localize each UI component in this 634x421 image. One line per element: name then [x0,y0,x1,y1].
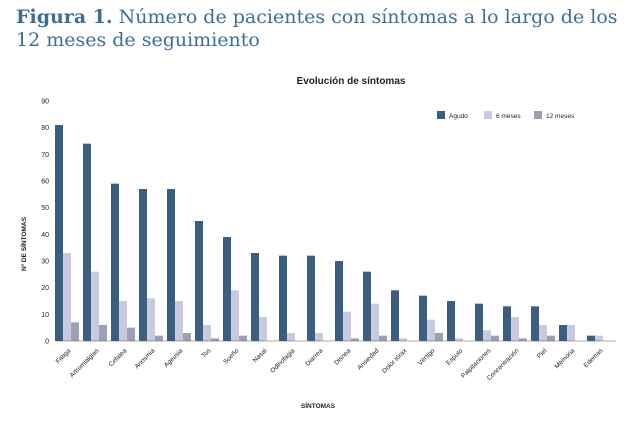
x-tick-label: Diarrea [304,347,324,367]
bar-agudo [167,189,175,341]
bar-6-meses [231,290,239,341]
x-tick-label: Edemas [583,347,605,369]
bar-agudo [531,306,539,341]
bar-agudo [83,143,91,341]
x-tick-label: Artromialgias [69,347,101,379]
x-tick-label: Disnea [333,347,353,367]
bar-6-meses [287,333,295,341]
bar-agudo [475,303,483,341]
bar-6-meses [539,325,547,341]
x-tick-label: Piel [536,347,549,360]
bar-agudo [55,125,63,341]
bar-6-meses [343,311,351,341]
x-tick-label: Cefalea [108,347,129,368]
bar-12-meses [547,335,555,341]
bar-agudo [587,335,595,341]
x-tick-label: Fatiga [55,347,73,365]
bar-agudo [447,301,455,341]
x-tick-label: Odinofagia [269,347,296,374]
x-tick-label: Nasal [252,347,269,364]
bar-6-meses [63,253,71,341]
bar-agudo [251,253,259,341]
bar-6-meses [455,338,463,341]
bar-agudo [363,271,371,341]
legend-swatch [534,111,542,119]
bar-6-meses [175,301,183,341]
x-tick-label: Ansiedad [356,347,380,371]
figure-caption: Número de pacientes con síntomas a lo la… [16,6,618,51]
bar-agudo [111,183,119,341]
x-tick-label: Esputo [445,347,465,367]
bar-agudo [559,325,567,341]
bar-12-meses [351,338,359,341]
bar-agudo [195,221,203,341]
legend-label: Agudo [449,113,468,120]
y-tick-label: 20 [41,285,49,292]
bar-12-meses [435,333,443,341]
y-tick-label: 60 [41,179,49,186]
bar-6-meses [511,317,519,341]
bar-12-meses [239,335,247,341]
y-tick-label: 30 [41,259,49,266]
figure-label: Figura 1. [16,6,113,28]
bar-6-meses [427,319,435,341]
bar-agudo [139,189,147,341]
bar-12-meses [211,338,219,341]
y-tick-label: 70 [41,152,49,159]
bar-12-meses [127,327,135,341]
bar-6-meses [259,317,267,341]
bar-12-meses [183,333,191,341]
x-tick-label: Memoria [554,347,577,370]
x-tick-label: Dolor tórax [381,347,409,375]
y-tick-label: 40 [41,232,49,239]
bar-12-meses [379,335,387,341]
y-tick-label: 50 [41,205,49,212]
bar-12-meses [519,338,527,341]
bar-6-meses [91,271,99,341]
bar-agudo [419,295,427,341]
x-tick-label: Tos [200,347,213,360]
y-tick-label: 0 [45,339,49,346]
bar-12-meses [155,335,163,341]
x-axis-label: SÍNTOMAS [301,401,336,410]
y-tick-label: 10 [41,312,49,319]
legend-label: 12 meses [546,113,575,120]
legend-label: 6 meses [496,113,521,120]
bar-12-meses [99,325,107,341]
bar-agudo [503,306,511,341]
x-tick-label: Anosmia [134,347,157,370]
y-tick-label: 90 [41,99,49,106]
legend-swatch [437,111,445,119]
bar-agudo [391,290,399,341]
x-tick-label: Sueño [222,347,241,366]
bar-agudo [279,255,287,341]
legend-swatch [484,111,492,119]
bar-agudo [307,255,315,341]
bar-6-meses [399,338,407,341]
y-tick-label: 80 [41,125,49,132]
bar-12-meses [71,322,79,341]
x-tick-label: Vértigo [417,347,437,367]
bar-6-meses [567,325,575,341]
bar-12-meses [491,335,499,341]
x-tick-label: Ageusia [163,347,185,369]
figure-title: Figura 1. Número de pacientes con síntom… [16,6,626,52]
chart-title: Evolución de síntomas [297,76,406,87]
bar-6-meses [483,330,491,341]
bar-agudo [335,261,343,341]
y-axis-label: Nº DE SÍNTOMAS [19,216,28,271]
bar-6-meses [119,301,127,341]
legend: Agudo 6 meses 12 meses [437,111,575,120]
bar-6-meses [147,298,155,341]
bar-6-meses [595,335,603,341]
bar-6-meses [315,333,323,341]
bar-6-meses [371,303,379,341]
bar-agudo [223,237,231,341]
bar-6-meses [203,325,211,341]
